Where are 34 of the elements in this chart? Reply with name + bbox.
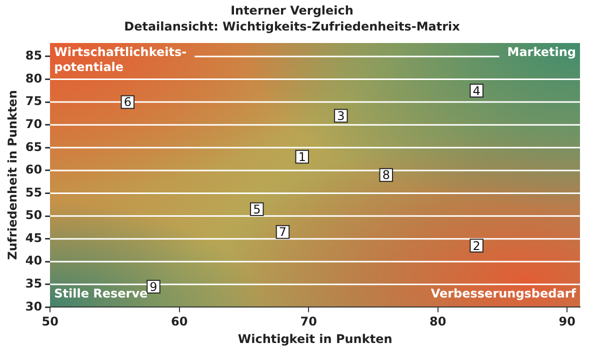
x-axis-title: Wichtigkeit in Punkten <box>238 332 392 346</box>
annotation: 4 <box>472 84 480 98</box>
x-tick-label: 90 <box>558 314 576 329</box>
y-tick-label: 55 <box>25 185 42 200</box>
y-tick-label: 80 <box>25 71 42 86</box>
chart-subtitle: Detailansicht: Wichtigkeits-Zufriedenheits-Matrix <box>124 20 460 34</box>
y-tick-label: 60 <box>25 162 42 177</box>
annotation: 2 <box>472 238 480 253</box>
annotation: Stille Reserve <box>54 286 148 300</box>
x-tick-label: 50 <box>42 314 58 329</box>
y-tick-label: 75 <box>25 94 42 108</box>
y-tick-label: 45 <box>25 230 42 245</box>
y-tick-label: 70 <box>25 116 42 131</box>
annotation: 8 <box>382 168 390 182</box>
chart-title: Interner Vergleich <box>230 3 354 18</box>
y-axis-title: Zufriedenheit in Punkten <box>5 90 20 260</box>
y-tick-label: 30 <box>25 299 42 314</box>
annotation: Wirtschaftlichkeits-potentiale <box>54 44 187 74</box>
annotation: 5 <box>253 202 261 216</box>
annotation: 3 <box>337 108 345 123</box>
annotation: 9 <box>150 280 158 294</box>
y-tick-label: 85 <box>25 48 42 63</box>
annotation: Marketing <box>507 44 576 59</box>
y-tick-label: 65 <box>25 140 42 154</box>
annotation: 6 <box>124 95 132 110</box>
y-tick-label: 50 <box>25 208 42 222</box>
x-tick-label: 60 <box>170 314 188 329</box>
y-tick-label: 35 <box>25 276 42 291</box>
annotation: 1 <box>298 150 306 164</box>
x-tick-label: 70 <box>300 314 317 329</box>
x-tick-label: 80 <box>429 314 446 329</box>
y-tick-label: 40 <box>25 254 42 268</box>
annotation: Verbesserungsbedarf <box>430 286 577 300</box>
annotation: 7 <box>278 225 287 240</box>
